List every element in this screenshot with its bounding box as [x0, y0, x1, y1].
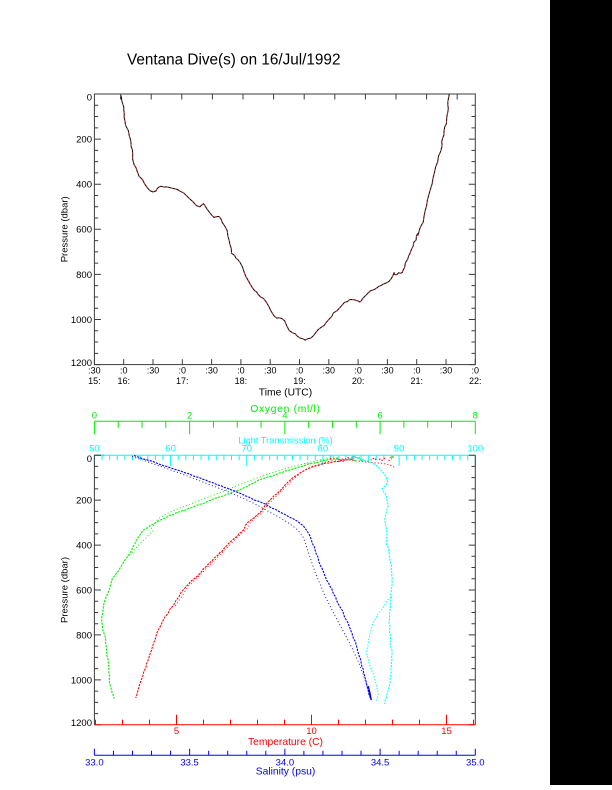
- svg-text::30: :30: [381, 366, 394, 376]
- svg-text:90: 90: [394, 444, 405, 455]
- svg-text:22:: 22:: [469, 376, 482, 386]
- svg-text::0: :0: [120, 366, 128, 376]
- svg-text:600: 600: [76, 585, 92, 596]
- svg-text:Pressure (dbar): Pressure (dbar): [60, 557, 71, 623]
- svg-text::30: :30: [323, 366, 336, 376]
- svg-text::30: :30: [440, 366, 453, 376]
- svg-text:Time (UTC): Time (UTC): [259, 387, 312, 398]
- svg-text:1000: 1000: [71, 315, 92, 326]
- svg-text::0: :0: [354, 366, 362, 376]
- svg-text:6: 6: [377, 411, 382, 422]
- svg-text:1200: 1200: [71, 718, 92, 729]
- svg-text:1000: 1000: [71, 675, 92, 686]
- svg-text:33.0: 33.0: [85, 757, 104, 768]
- svg-text:5: 5: [174, 726, 179, 737]
- svg-text:1200: 1200: [71, 358, 92, 369]
- svg-text::0: :0: [413, 366, 421, 376]
- svg-text:600: 600: [76, 225, 92, 236]
- svg-text:Salinity (psu): Salinity (psu): [256, 767, 316, 778]
- svg-text:Pressure (dbar): Pressure (dbar): [60, 196, 71, 262]
- svg-text::30: :30: [205, 366, 218, 376]
- svg-text:0: 0: [92, 411, 97, 422]
- svg-text::0: :0: [237, 366, 245, 376]
- svg-text::30: :30: [264, 366, 277, 376]
- svg-text:50: 50: [89, 444, 100, 455]
- svg-text:60: 60: [165, 444, 176, 455]
- svg-text:34.0: 34.0: [276, 757, 295, 768]
- svg-text:200: 200: [76, 135, 92, 146]
- svg-text:17:: 17:: [176, 376, 189, 386]
- svg-text:8: 8: [473, 411, 478, 422]
- svg-text:0: 0: [87, 93, 92, 104]
- svg-text:400: 400: [76, 180, 92, 191]
- svg-text:0: 0: [87, 454, 92, 465]
- svg-text:400: 400: [76, 541, 92, 552]
- svg-text:Oxygen (ml/l): Oxygen (ml/l): [250, 404, 320, 415]
- svg-text:19:: 19:: [293, 376, 306, 386]
- svg-text::30: :30: [147, 366, 160, 376]
- svg-text:33.5: 33.5: [180, 757, 199, 768]
- svg-text:16:: 16:: [117, 376, 130, 386]
- svg-text:4: 4: [282, 411, 287, 422]
- svg-text:18:: 18:: [235, 376, 248, 386]
- svg-text:200: 200: [76, 496, 92, 507]
- svg-text:800: 800: [76, 270, 92, 281]
- svg-text:Ventana Dive(s) on 16/Jul/1992: Ventana Dive(s) on 16/Jul/1992: [127, 52, 340, 69]
- svg-text:15:: 15:: [88, 376, 101, 386]
- svg-text::30: :30: [88, 366, 101, 376]
- svg-text:2: 2: [187, 411, 192, 422]
- svg-text:15: 15: [441, 726, 452, 737]
- svg-text:35.0: 35.0: [466, 757, 485, 768]
- svg-text:70: 70: [242, 444, 253, 455]
- svg-text:20:: 20:: [352, 376, 365, 386]
- svg-text:34.5: 34.5: [371, 757, 390, 768]
- svg-text::0: :0: [472, 366, 480, 376]
- svg-text:800: 800: [76, 630, 92, 641]
- svg-text:10: 10: [306, 726, 317, 737]
- svg-text:Light Transmission (%): Light Transmission (%): [238, 436, 333, 446]
- svg-text:100: 100: [467, 444, 483, 455]
- svg-text:80: 80: [318, 444, 329, 455]
- svg-text:21:: 21:: [410, 376, 423, 386]
- svg-text::0: :0: [296, 366, 304, 376]
- svg-text::0: :0: [179, 366, 187, 376]
- svg-text:Temperature (C): Temperature (C): [248, 737, 323, 748]
